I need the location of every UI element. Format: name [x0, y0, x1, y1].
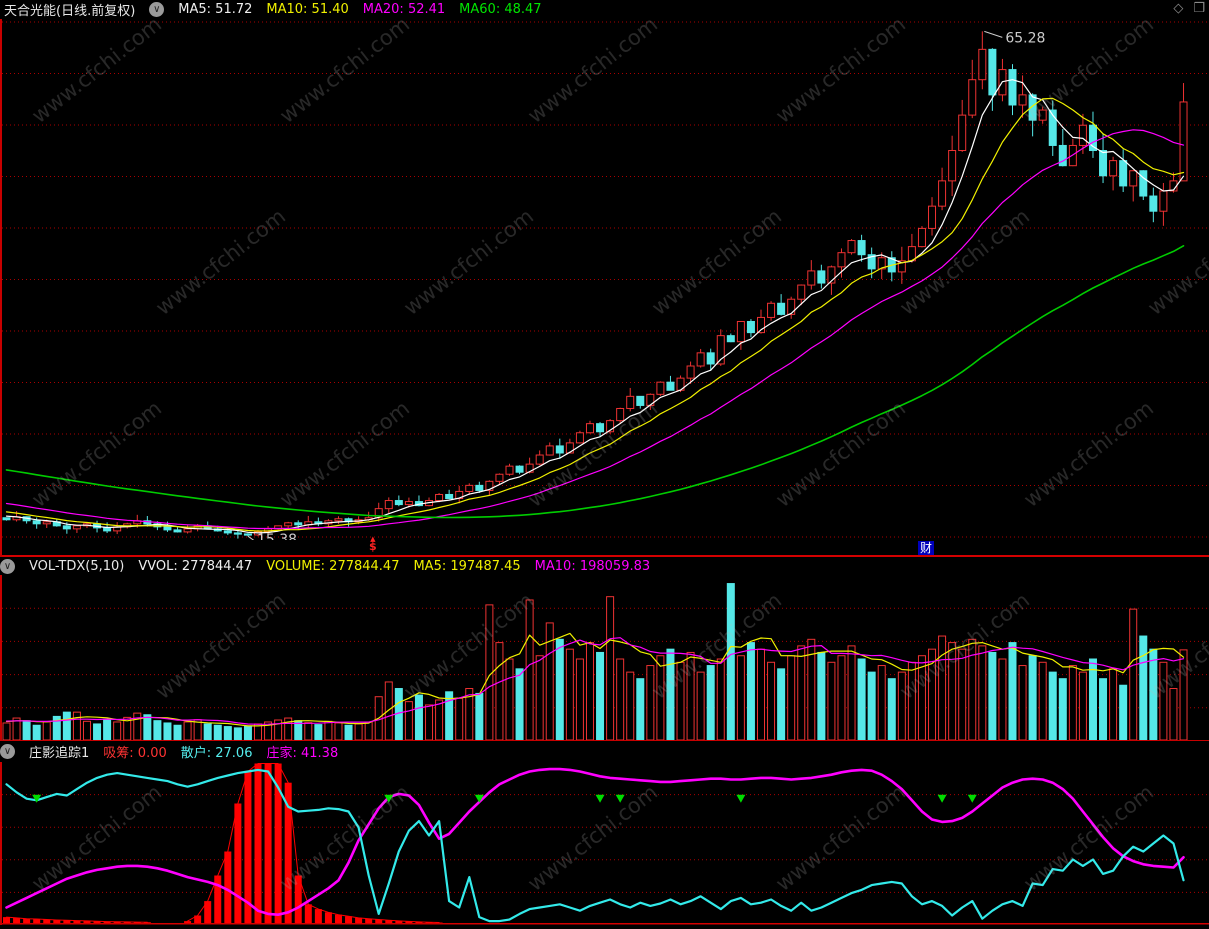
- dollar-signal-marker[interactable]: ▲ $: [369, 535, 377, 553]
- signal-triangle-icon: [384, 794, 394, 803]
- signal-triangle-icon: [937, 794, 947, 803]
- indicator-label: MA60: 48.47: [459, 2, 542, 17]
- chevron-down-icon[interactable]: ∨: [0, 744, 15, 759]
- sub-indicator-labels: 吸筹: 0.00 散户: 27.06 庄家: 41.38: [103, 742, 338, 761]
- candles: [2, 31, 1188, 539]
- indicator-label: MA5: 197487.45: [413, 558, 521, 574]
- chevron-down-icon[interactable]: ∨: [0, 558, 15, 574]
- footer-gap: [0, 925, 1209, 929]
- banker-tracker-chart[interactable]: [0, 762, 1209, 925]
- indicator-label: VOLUME: 277844.47: [266, 558, 400, 574]
- volume-chart[interactable]: [0, 575, 1209, 741]
- indicator-label: MA20: 52.41: [362, 2, 446, 17]
- indicator-label: MA5: 51.72: [178, 2, 253, 17]
- volume-indicator-labels: VVOL: 277844.47 VOLUME: 277844.47 MA5: 197…: [138, 559, 650, 574]
- low-price-label: 15.38: [257, 532, 297, 540]
- indicator-label: 吸筹: 0.00: [103, 746, 167, 761]
- signal-triangle-icon: [967, 794, 977, 803]
- signal-triangle-icon: [736, 794, 746, 803]
- signal-triangle-icon: [32, 794, 42, 803]
- sub-panel-header: ∨ 庄影追踪1 吸筹: 0.00 散户: 27.06 庄家: 41.38: [0, 741, 1209, 762]
- chart-left-border: [0, 19, 2, 925]
- sub-chart-canvas[interactable]: [0, 762, 1209, 925]
- volume-bars: [2, 583, 1188, 741]
- marker-strip: ▲ $ 财: [0, 535, 1209, 557]
- volume-chart-canvas[interactable]: [0, 575, 1209, 741]
- indicator-label: 散户: 27.06: [180, 746, 253, 761]
- candlestick-chart[interactable]: 65.28 15.38: [0, 19, 1209, 540]
- indicator-label: VVOL: 277844.47: [138, 558, 253, 574]
- sell-signal-markers: [32, 794, 977, 803]
- absorb-histogram: [3, 763, 443, 924]
- ma-indicator-labels: MA5: 51.72 MA10: 51.40 MA20: 52.41 MA60: 48…: [178, 2, 541, 17]
- stock-title: 天合光能(日线.前复权): [4, 4, 136, 19]
- diamond-icon[interactable]: ◇: [1173, 1, 1184, 16]
- window-controls: ◇ ❒: [1173, 1, 1205, 16]
- volume-indicator-title: VOL-TDX(5,10): [29, 558, 125, 574]
- window-icon[interactable]: ❒: [1193, 1, 1205, 16]
- main-chart-canvas[interactable]: 65.28 15.38: [0, 19, 1209, 540]
- sub-indicator-title: 庄影追踪1: [29, 746, 90, 761]
- volume-panel-header: ∨ VOL-TDX(5,10) VVOL: 277844.47 VOLUME: 2…: [0, 557, 1209, 575]
- chevron-down-icon[interactable]: ∨: [149, 2, 165, 17]
- signal-triangle-icon: [615, 794, 625, 803]
- indicator-label: MA10: 51.40: [266, 2, 349, 17]
- main-chart-header: 天合光能(日线.前复权) ∨ MA5: 51.72 MA10: 51.40 MA20…: [0, 0, 1209, 19]
- cai-info-marker[interactable]: 财: [918, 541, 935, 555]
- triangle-icon: ▲: [370, 535, 376, 543]
- indicator-label: 庄家: 41.38: [266, 746, 339, 761]
- high-price-label: 65.28: [1005, 30, 1045, 46]
- signal-triangle-icon: [595, 794, 605, 803]
- indicator-label: MA10: 198059.83: [534, 558, 651, 574]
- signal-triangle-icon: [474, 794, 484, 803]
